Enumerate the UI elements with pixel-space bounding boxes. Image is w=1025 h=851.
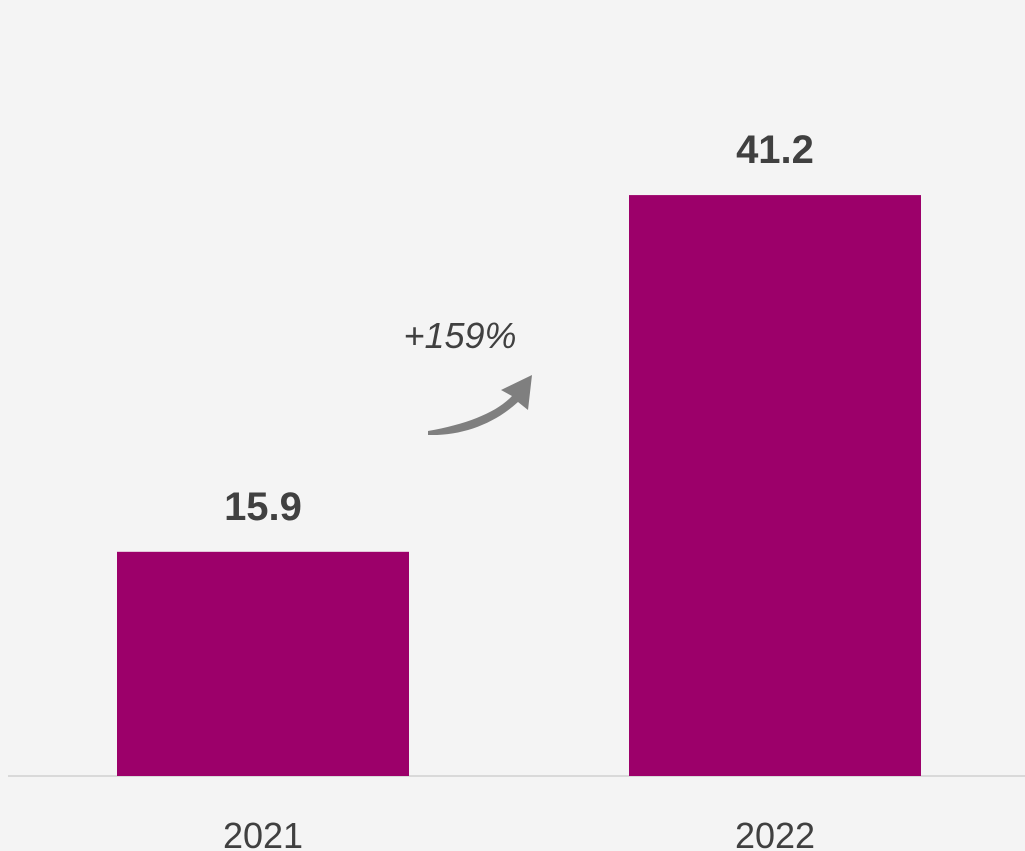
bar-2021 bbox=[117, 551, 409, 776]
value-labels-group: 15.9 41.2 bbox=[224, 128, 814, 529]
x-tick-label-2022: 2022 bbox=[735, 815, 815, 851]
bar-2022 bbox=[629, 195, 921, 776]
category-labels-group: 2021 2022 bbox=[223, 815, 815, 851]
value-label-2021: 15.9 bbox=[224, 485, 302, 529]
x-tick-label-2021: 2021 bbox=[223, 815, 303, 851]
growth-annotation: +159% bbox=[403, 315, 516, 356]
bars-group bbox=[117, 195, 921, 776]
growth-arrow-icon bbox=[428, 375, 532, 436]
value-label-2022: 41.2 bbox=[736, 128, 814, 172]
